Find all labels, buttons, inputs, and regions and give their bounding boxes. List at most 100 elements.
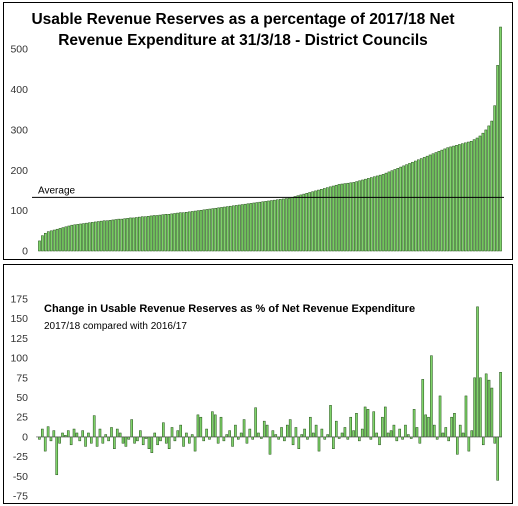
bar <box>102 220 106 252</box>
bar <box>41 235 44 252</box>
bar <box>179 424 182 438</box>
bar <box>205 428 208 438</box>
change-chart-title: Change in Usable Revenue Reserves as % o… <box>44 303 416 315</box>
bar <box>381 174 385 252</box>
bar <box>70 224 74 252</box>
bar <box>299 194 303 252</box>
bar <box>286 424 289 438</box>
reserves-chart-title-line-2: Revenue Expenditure at 31/3/18 - Distric… <box>58 32 428 49</box>
bar <box>231 436 234 447</box>
bar <box>249 203 253 252</box>
bar <box>223 206 226 252</box>
bar <box>361 179 364 252</box>
bar <box>138 216 141 252</box>
bar <box>161 214 165 252</box>
bar <box>176 430 180 438</box>
bar <box>372 411 376 438</box>
bar <box>340 183 344 252</box>
bar <box>64 226 68 252</box>
bar <box>449 146 452 252</box>
bar <box>398 428 401 438</box>
bar <box>213 414 217 438</box>
bar <box>173 436 177 442</box>
bar <box>293 196 297 252</box>
y-tick-label: 175 <box>10 293 28 305</box>
bar <box>399 166 402 252</box>
bar <box>162 422 165 438</box>
bar <box>38 436 41 440</box>
bar <box>493 436 497 444</box>
bar <box>219 416 223 438</box>
reserves-chart-title: Usable Revenue Reserves as a percentage … <box>4 9 482 51</box>
bar <box>337 184 341 252</box>
bar <box>305 193 309 252</box>
bar <box>499 372 502 438</box>
bar <box>281 198 285 252</box>
bar <box>363 406 367 438</box>
y-tick-label: 300 <box>10 124 28 136</box>
bar <box>202 436 206 442</box>
bar <box>118 432 122 438</box>
bar <box>331 185 335 252</box>
bar <box>234 424 237 438</box>
bar <box>358 180 361 252</box>
bar <box>332 436 335 449</box>
bar <box>95 436 99 447</box>
bar <box>297 436 301 449</box>
bar <box>150 436 154 453</box>
bar <box>358 436 361 442</box>
bar <box>117 218 121 252</box>
bar <box>349 416 352 438</box>
bar <box>115 428 119 438</box>
bar <box>98 428 102 438</box>
bar <box>170 427 174 438</box>
bar <box>211 208 215 252</box>
bar <box>67 225 71 252</box>
bar <box>303 428 306 438</box>
bar <box>444 427 448 438</box>
bar <box>328 186 332 252</box>
bar <box>375 175 379 252</box>
bar <box>93 221 97 252</box>
bar <box>217 207 220 252</box>
bar <box>196 414 200 438</box>
bar <box>234 205 238 252</box>
change-chart-plot: -75 -50 -25 0 25 50 75 100 125 150 175 <box>10 293 502 503</box>
bar <box>487 125 491 252</box>
change-chart-panel: -75 -50 -25 0 25 50 75 100 125 150 175 Change in U… <box>3 264 513 504</box>
bar <box>226 206 229 252</box>
bar <box>267 200 270 252</box>
bar <box>487 379 491 438</box>
bar <box>430 355 433 438</box>
bar <box>366 409 370 438</box>
bar <box>133 436 136 444</box>
bar <box>135 217 138 252</box>
bar <box>167 214 170 252</box>
bar <box>252 202 256 252</box>
bar <box>96 221 100 252</box>
bar <box>258 201 262 252</box>
bar <box>470 430 474 438</box>
bar <box>254 407 257 438</box>
bar <box>55 228 59 252</box>
reserves-chart-plot: 0 100 200 300 400 500 Average <box>10 26 504 258</box>
bar <box>306 436 309 440</box>
bar <box>418 436 422 444</box>
y-tick-label: 0 <box>22 246 28 258</box>
bar <box>114 219 118 252</box>
bar <box>113 436 116 449</box>
bar <box>329 405 332 438</box>
bar <box>152 215 156 252</box>
bar <box>453 413 456 438</box>
bar <box>302 193 306 252</box>
bar <box>179 212 182 252</box>
bar <box>450 416 453 438</box>
bar <box>411 161 414 252</box>
bar <box>38 240 41 252</box>
bar <box>248 428 252 438</box>
bar <box>239 432 243 438</box>
bar <box>446 147 449 252</box>
bar <box>352 430 355 438</box>
bar <box>107 436 110 442</box>
bar <box>185 212 188 252</box>
